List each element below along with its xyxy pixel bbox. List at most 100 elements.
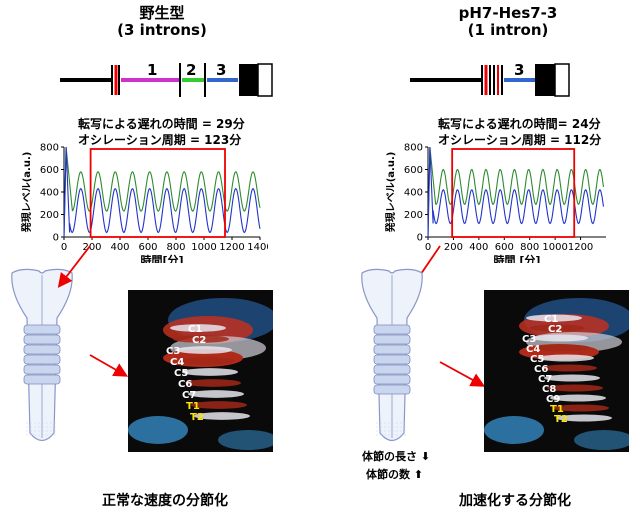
- chart-1-xtick-label: 1000: [542, 242, 567, 253]
- rib-band: [176, 346, 232, 354]
- rib-band: [194, 412, 250, 420]
- chart-0-series-1-line: [63, 146, 261, 238]
- right-gene-label-3: 3: [514, 61, 524, 79]
- somite-block: [23, 334, 61, 345]
- chart-0-xtick-label: 200: [82, 242, 101, 253]
- somite-block: [373, 364, 411, 375]
- rib-band: [541, 364, 597, 372]
- vertebra-label-c5: C5: [174, 368, 188, 379]
- chart-0-xtick-label: 600: [138, 242, 157, 253]
- chart-0-xtick-label: 800: [166, 242, 185, 253]
- count-legend-label: 体節の数: [366, 468, 410, 481]
- chart-0-series-0-line: [63, 146, 261, 238]
- vertebra-label-c2: C2: [192, 335, 206, 346]
- chart-0-xtick-label: 1000: [191, 242, 216, 253]
- chart-0-xtick-label: 0: [61, 242, 67, 253]
- left-title-main: 野生型: [139, 4, 185, 22]
- somite-block: [23, 324, 61, 335]
- left-skeleton-image: C1 C2 C3 C4 C5 C6 C7 T1 T2: [128, 290, 273, 452]
- length-legend: 体節の長さ ⬇: [362, 448, 430, 464]
- somite-block: [373, 344, 411, 355]
- rib-band: [532, 334, 588, 342]
- somite-block: [23, 344, 61, 355]
- chart-0-ytick-label: 0: [53, 233, 59, 244]
- somite-block: [373, 384, 411, 395]
- vertebra-label-c3: C3: [166, 346, 180, 357]
- right-caption: 加速化する分節化: [459, 493, 571, 509]
- chart-1-ytick-label: 800: [404, 143, 423, 154]
- right-delay-text: 転写による遅れの時間= 24分: [438, 117, 601, 131]
- vertebra-label-c5: C5: [530, 354, 544, 365]
- vertebra-label-c6: C6: [178, 379, 192, 390]
- right-gene-diagram: 3: [410, 61, 570, 97]
- left-somites: [23, 324, 61, 436]
- vertebra-label-c1: C1: [188, 324, 202, 335]
- left-gene-diagram: 1 2 3: [60, 61, 273, 97]
- left-expression-chart: 0 200 400 600 800 0 200 400 600 800 100012001400 時間…: [20, 143, 268, 263]
- arrow-down-icon: ⬇: [420, 450, 431, 463]
- vertebra-label-c2: C2: [548, 324, 562, 335]
- rib-band: [550, 394, 606, 402]
- vertebra-label-c6: C6: [534, 364, 548, 375]
- left-title-sub: (3 introns): [117, 21, 207, 39]
- rib-band: [538, 354, 594, 362]
- left-period-text: オシレーション周期 = 123分: [78, 133, 242, 147]
- vertebra-label-c1: C1: [544, 314, 558, 325]
- rib-band: [191, 401, 247, 409]
- somite-block: [373, 354, 411, 365]
- chart-1-xtick-label: 600: [495, 242, 514, 253]
- rib-band: [547, 384, 603, 392]
- chart-1-xtick-label: 0: [425, 242, 431, 253]
- chart-0-ytick-label: 800: [40, 143, 59, 154]
- right-period-text: オシレーション周期 = 112分: [438, 133, 602, 147]
- right-title-main: pH7-Hes7-3: [458, 4, 558, 22]
- vertebra-label-c3: C3: [522, 334, 536, 345]
- chart-0-plot: 0 200 400 600 800 0 200 400 600 800 100012001400 時間…: [20, 143, 268, 263]
- somite-block: [373, 334, 411, 345]
- chart-0-xtick-label: 1200: [219, 242, 244, 253]
- chart-1-ytick-label: 200: [404, 210, 423, 221]
- left-delay-text: 転写による遅れの時間 = 29分: [78, 117, 245, 131]
- chart-1-ytick-label: 0: [417, 233, 423, 244]
- left-gene-label-1: 1: [147, 61, 157, 79]
- chart-1-xtick-label: 400: [469, 242, 488, 253]
- somite-block: [373, 324, 411, 335]
- right-skeleton-image: C1 C2 C3 C4 C5 C6 C7 C8 C9 T1 T2: [484, 290, 629, 452]
- chart-1-xtick-label: 1200: [568, 242, 593, 253]
- rib-band: [179, 357, 235, 365]
- chart-0-highlight-box: [89, 148, 226, 238]
- vertebra-label-c4: C4: [170, 357, 184, 368]
- chart-0-ytick-label: 200: [40, 210, 59, 221]
- chart-0-xlabel: 時間[分]: [140, 253, 183, 263]
- chart-1-ylabel: 発現レベル(a.u.): [384, 152, 397, 234]
- left-gene-label-2: 2: [186, 61, 196, 79]
- rib-band: [182, 368, 238, 376]
- vertebra-label-t1: T1: [550, 404, 564, 415]
- chart-1-ytick-label: 600: [404, 165, 423, 176]
- left-caption: 正常な速度の分節化: [102, 493, 228, 509]
- left-gene-label-3: 3: [216, 61, 226, 79]
- count-legend: 体節の数 ⬆: [366, 466, 423, 482]
- chart-0-xtick-label: 1400: [247, 242, 268, 253]
- chart-1-ytick-label: 400: [404, 188, 423, 199]
- chart-0-ytick-label: 400: [40, 188, 59, 199]
- vertebra-label-c9: C9: [546, 394, 560, 405]
- somite-block: [23, 374, 61, 385]
- rib-band: [556, 414, 612, 422]
- somite-block: [373, 374, 411, 385]
- rib-band: [188, 390, 244, 398]
- chart-1-xtick-label: 800: [520, 242, 539, 253]
- right-embryo-sketch: [361, 268, 423, 442]
- chart-0-xtick-label: 400: [110, 242, 129, 253]
- chart-0-ylabel: 発現レベル(a.u.): [20, 152, 33, 234]
- vertebra-label-t2: T2: [554, 414, 568, 425]
- rib-band: [529, 324, 585, 332]
- vertebra-label-c7: C7: [182, 390, 196, 401]
- vertebra-label-c7: C7: [538, 374, 552, 385]
- chart-1-xtick-label: 200: [444, 242, 463, 253]
- somite-block: [23, 354, 61, 365]
- somite-block: [23, 364, 61, 375]
